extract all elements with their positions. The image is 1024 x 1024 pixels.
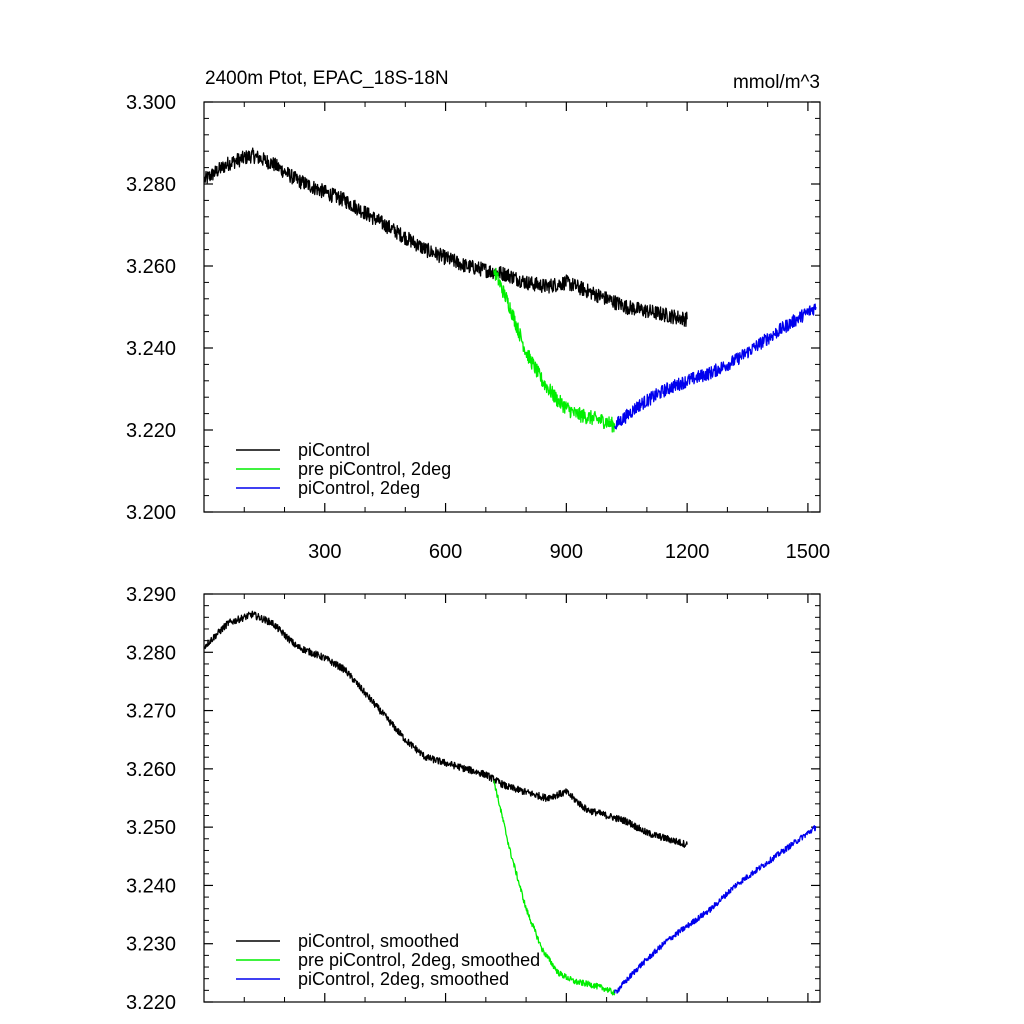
y-tick-label: 3.260 [126, 256, 176, 278]
y-tick-label: 3.300 [126, 92, 176, 114]
legend-label: pre piControl, 2deg, smoothed [298, 950, 540, 970]
legend-label: piControl [298, 440, 370, 460]
series-line [203, 610, 688, 848]
y-tick-label: 3.250 [126, 817, 176, 839]
y-tick-label: 3.220 [126, 992, 176, 1014]
y-tick-label: 3.240 [126, 875, 176, 897]
y-tick-label: 3.280 [126, 174, 176, 196]
x-tick-label: 1200 [665, 541, 710, 563]
x-tick-label: 1500 [786, 541, 831, 563]
bottom-plot-frame [203, 593, 821, 1003]
series-line [203, 147, 688, 327]
y-tick-label: 3.280 [126, 642, 176, 664]
y-tick-label: 3.270 [126, 701, 176, 723]
top-plot-title: 2400m Ptot, EPAC_18S-18N [205, 68, 449, 89]
bottom-plot: 3.220 3.230 3.240 3.250 3.260 3.270 3.280 3.290… [126, 584, 821, 1014]
legend-label: piControl, 2deg, smoothed [298, 969, 509, 989]
x-tick-label: 300 [308, 541, 341, 563]
top-plot-axes: 3.200 3.220 3.240 3.260 3.280 3.300 300 600 900 1… [126, 92, 830, 563]
x-tick-label: 600 [429, 541, 462, 563]
series-line [493, 267, 616, 433]
series-line [493, 780, 616, 996]
top-plot: 2400m Ptot, EPAC_18S-18N mmol/m^3 3.2003… [126, 68, 830, 563]
top-plot-series [203, 147, 817, 433]
y-tick-label: 3.260 [126, 759, 176, 781]
y-tick-label: 3.220 [126, 420, 176, 442]
legend-label: piControl, 2deg [298, 478, 420, 498]
y-tick-label: 3.290 [126, 584, 176, 606]
series-line [614, 825, 817, 994]
legend-label: pre piControl, 2deg [298, 459, 451, 479]
bottom-plot-axes: 3.220 3.230 3.240 3.250 3.260 3.270 3.280 3.290 [126, 584, 820, 1014]
top-plot-frame [203, 101, 821, 513]
series-line [614, 303, 817, 430]
y-tick-label: 3.230 [126, 934, 176, 956]
top-plot-units: mmol/m^3 [733, 72, 820, 93]
x-tick-label: 900 [550, 541, 583, 563]
bottom-plot-series [203, 610, 817, 996]
y-tick-label: 3.240 [126, 338, 176, 360]
legend-label: piControl, smoothed [298, 931, 459, 951]
y-tick-label: 3.200 [126, 502, 176, 524]
